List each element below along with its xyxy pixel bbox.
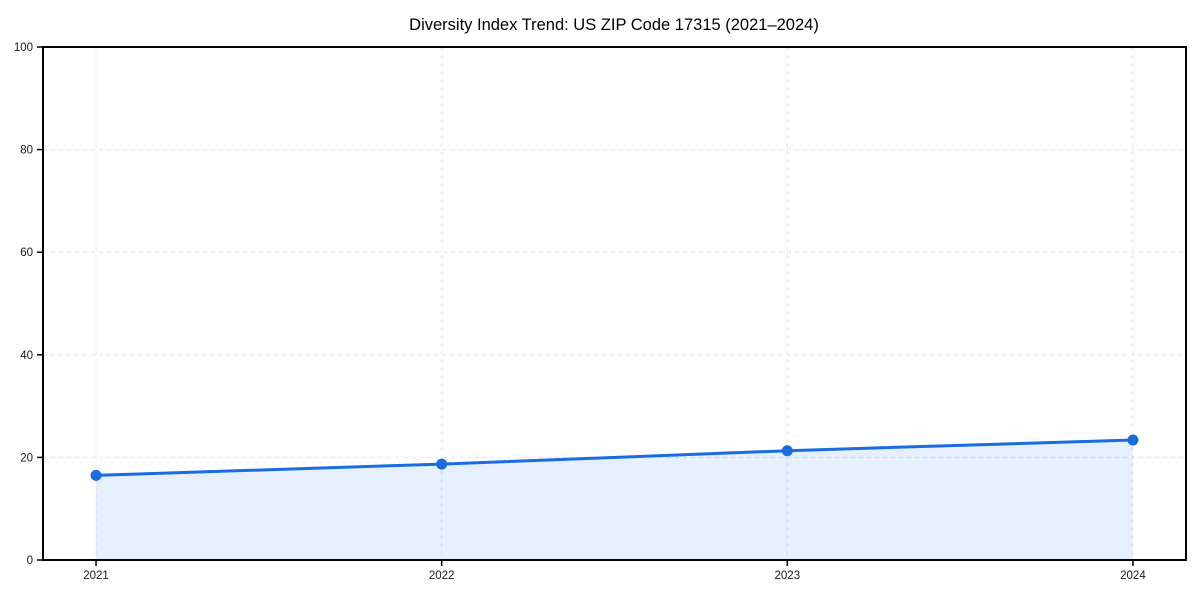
data-point-2023 [781,445,793,457]
y-tick-label: 0 [27,555,33,567]
x-tick-label: 2023 [775,570,801,582]
data-point-2022 [436,458,448,470]
trend-line [94,438,1135,477]
plot-border [42,46,1187,561]
y-tick-label: 40 [20,350,33,362]
y-tick-label: 100 [14,42,33,54]
x-tick-label: 2024 [1120,570,1146,582]
y-tick-label: 20 [20,452,33,464]
area-fill [96,439,1133,560]
chart-title: Diversity Index Trend: US ZIP Code 17315… [409,16,819,34]
series-layer [90,434,1139,560]
data-point-2024 [1127,434,1139,446]
y-tick-label: 60 [20,247,33,259]
x-tick-label: 2021 [83,570,109,582]
x-tick-label: 2022 [429,570,455,582]
axes-layer: 0 20 40 60 80 100 2021 2022 2023 2024 [14,42,1187,582]
data-point-2021 [90,469,102,481]
y-tick-label: 80 [20,145,33,157]
